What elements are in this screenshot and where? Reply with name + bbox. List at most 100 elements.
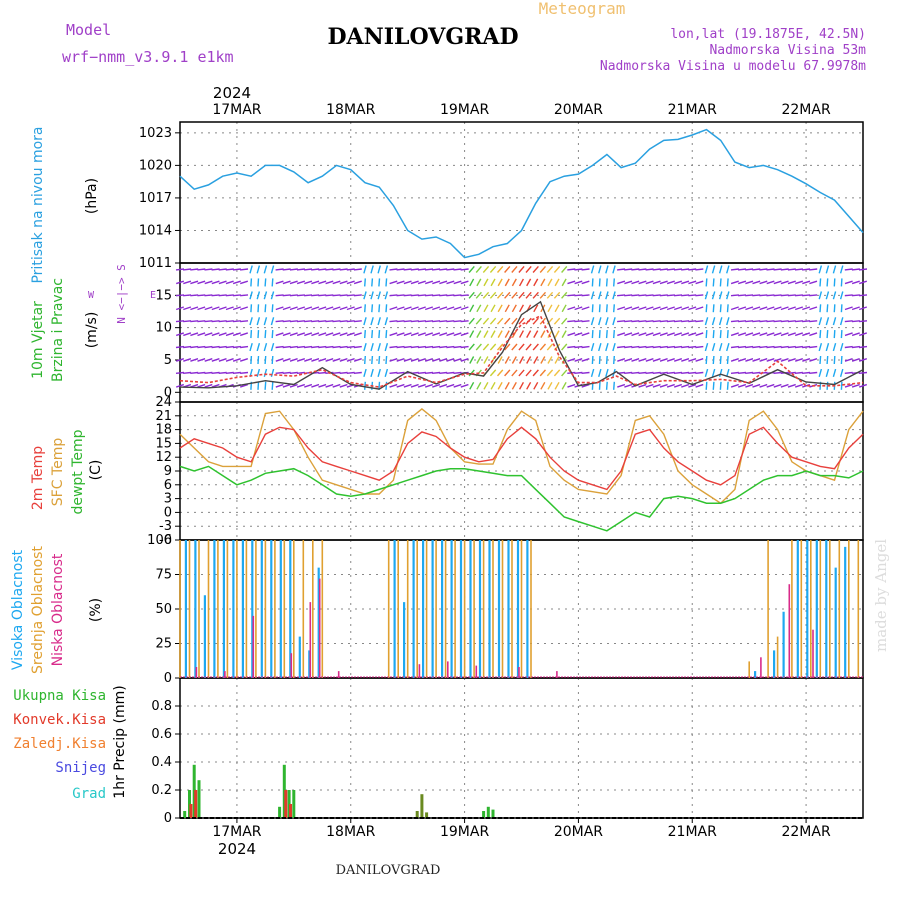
wind-arrow <box>296 320 305 323</box>
wind-arrow <box>591 355 594 365</box>
wind-arrow <box>695 280 704 285</box>
wind-arrow <box>304 268 313 271</box>
wind-arrow <box>504 278 510 287</box>
wind-arrow <box>275 371 284 374</box>
wind-arrow <box>518 278 525 287</box>
wind-arrow <box>389 306 398 311</box>
wind-arrow <box>175 280 185 285</box>
wind-arrow <box>289 320 298 323</box>
wind-arrow <box>311 280 320 285</box>
wind-arrow <box>518 369 525 377</box>
wind-arrow <box>766 383 775 388</box>
wind-arrow <box>282 371 291 374</box>
wind-arrow <box>218 345 227 349</box>
wind-arrow <box>638 371 647 374</box>
date-label-bottom-4: 21MAR <box>668 824 717 840</box>
wind-arrow <box>773 268 782 271</box>
wind-arrow <box>270 368 275 377</box>
wind-arrow <box>271 278 274 287</box>
wind-arrow <box>688 268 697 271</box>
wind-arrow <box>688 294 697 297</box>
wind-arrow <box>504 343 511 351</box>
ytick-label-1-0: 0 <box>164 385 172 400</box>
wind-arrow <box>794 358 804 362</box>
wind-arrow <box>282 306 291 311</box>
wind-arrow <box>175 320 185 323</box>
wind-arrow <box>371 330 374 339</box>
wind-arrow <box>403 306 412 311</box>
wind-arrow <box>718 343 723 352</box>
wind-arrow <box>581 294 590 297</box>
wind-arrow <box>659 306 668 311</box>
wind-arrow <box>325 268 334 271</box>
wind-arrow <box>511 381 517 390</box>
wind-arrow <box>325 345 334 349</box>
wind-arrow <box>424 383 434 388</box>
pressure-line <box>179 128 864 259</box>
wind-arrow <box>547 278 553 287</box>
wind-arrow <box>567 294 576 297</box>
wind-arrow <box>239 332 249 337</box>
wind-arrow <box>851 383 860 388</box>
wind-arrow <box>547 330 553 338</box>
wind-arrow <box>318 332 327 337</box>
wind-arrow <box>211 280 220 285</box>
wind-arrow <box>296 332 306 337</box>
wind-arrow <box>256 291 261 300</box>
wind-arrow <box>439 383 448 388</box>
wind-arrow <box>752 345 761 349</box>
wind-arrow <box>304 358 313 362</box>
wind-arrow <box>645 371 654 374</box>
wind-arrow <box>818 368 823 377</box>
wind-arrow <box>612 291 616 300</box>
wind-arrow <box>439 294 448 297</box>
wind-arrow <box>370 317 374 326</box>
wind-arrow <box>496 291 504 299</box>
wind-arrow <box>468 317 475 325</box>
wind-arrow <box>497 356 503 364</box>
wind-arrow <box>325 383 334 388</box>
wind-arrow <box>175 345 185 349</box>
wind-arrow <box>403 320 412 323</box>
wind-arrow <box>384 265 389 274</box>
wind-arrow <box>613 355 615 365</box>
wind-arrow <box>726 265 730 274</box>
wind-arrow <box>802 320 811 323</box>
wind-arrow <box>483 381 489 390</box>
wind-arrow <box>659 320 668 323</box>
wind-arrow <box>311 320 320 323</box>
wind-arrow <box>497 330 503 338</box>
precip-ylabel: 1hr Precip (mm) <box>112 685 128 798</box>
wind-arrow <box>389 332 398 337</box>
date-label-bottom-0: 17MAR <box>212 824 261 840</box>
wind-arrow <box>794 332 804 337</box>
ytick-label-4-4: 0.8 <box>151 699 172 714</box>
ytick-label-2-1: -3 <box>159 519 172 534</box>
wind-arrow <box>617 320 626 323</box>
wind-arrow <box>858 280 868 285</box>
wind-arrow <box>460 294 469 297</box>
wind-arrow <box>489 369 497 377</box>
wind-arrow <box>318 268 327 271</box>
wind-arrow <box>311 268 320 271</box>
wind-arrow <box>432 306 441 311</box>
legend-snow: Snijeg <box>55 760 106 776</box>
wind-arrow <box>532 291 539 299</box>
wind-arrow <box>581 268 590 271</box>
wind-arrow <box>370 265 374 274</box>
wind-arrow <box>666 294 675 297</box>
wind-arrow <box>525 291 532 299</box>
wind-arrow <box>518 304 525 313</box>
wind-arrow <box>282 332 291 337</box>
wind-arrow <box>469 278 475 287</box>
wind-arrow <box>638 345 647 349</box>
wind-arrow <box>605 304 608 313</box>
wind-arrow <box>378 330 381 339</box>
footer-title: DANILOVGRAD <box>336 863 441 878</box>
ytick-label-4-3: 0.6 <box>151 727 172 742</box>
wind-arrow <box>532 265 539 273</box>
wind-arrow <box>681 268 690 271</box>
wind-arrow <box>476 356 482 364</box>
wind-arrow <box>638 358 647 362</box>
wind-arrow <box>833 278 836 287</box>
